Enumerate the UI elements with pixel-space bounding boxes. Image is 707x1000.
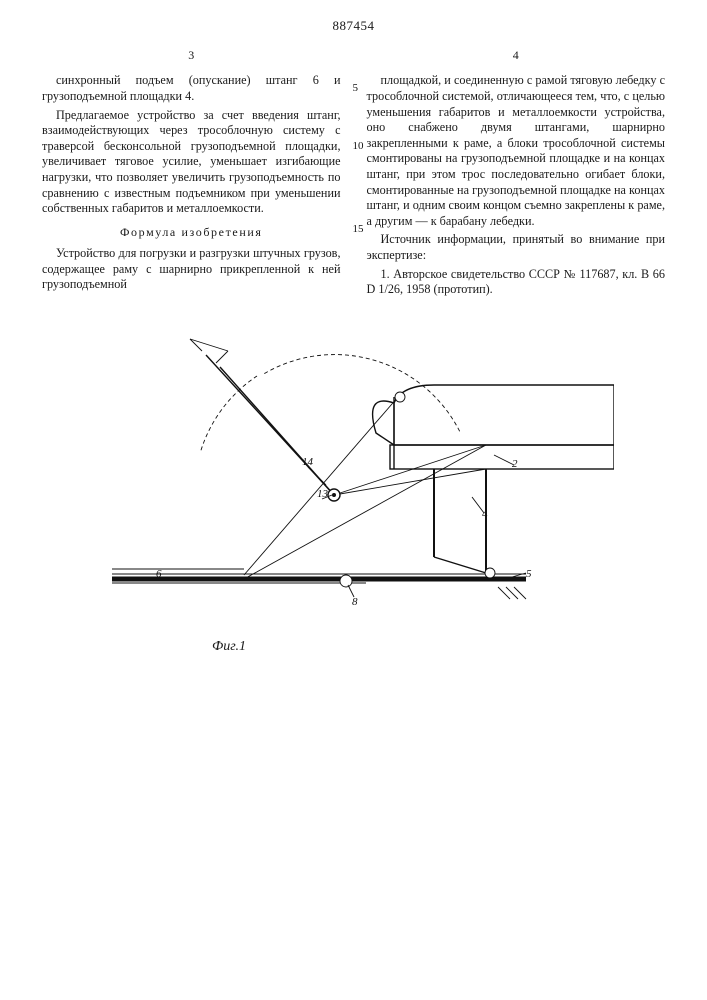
svg-text:5: 5 <box>526 568 532 580</box>
left-p2: Предлагаемое устройство за счет введения… <box>42 108 341 217</box>
text-columns: 3 синхронный подъем (опускание) штанг 6 … <box>42 48 665 301</box>
figure-svg: 141368425 <box>94 337 614 637</box>
right-p3: 1. Авторское свидетельство СССР № 117687… <box>367 267 666 298</box>
left-column-number: 3 <box>42 48 341 63</box>
formula-heading: Формула изобретения <box>42 225 341 240</box>
left-column: 3 синхронный подъем (опускание) штанг 6 … <box>42 48 341 301</box>
right-column-number: 4 <box>367 48 666 63</box>
figure-1: 141368425 <box>42 337 665 637</box>
svg-text:8: 8 <box>352 596 358 608</box>
svg-text:4: 4 <box>482 508 488 520</box>
line-mark-5: 5 <box>353 83 359 94</box>
right-p2: Источник информации, принятый во внимани… <box>367 232 666 263</box>
svg-text:6: 6 <box>156 568 162 580</box>
svg-text:13: 13 <box>317 488 329 500</box>
left-p1: синхронный подъем (опускание) штанг 6 и … <box>42 73 341 104</box>
line-mark-15: 15 <box>353 224 364 235</box>
right-p1: площадкой, и соединенную с рамой тяговую… <box>367 73 666 229</box>
svg-text:14: 14 <box>302 456 314 468</box>
left-p3: Устройство для погрузки и разгрузки штуч… <box>42 246 341 293</box>
figure-caption: Фиг.1 <box>212 639 665 655</box>
line-mark-10: 10 <box>353 141 364 152</box>
right-column: 51015 4 площадкой, и соединенную с рамой… <box>367 48 666 301</box>
patent-number: 887454 <box>42 18 665 34</box>
